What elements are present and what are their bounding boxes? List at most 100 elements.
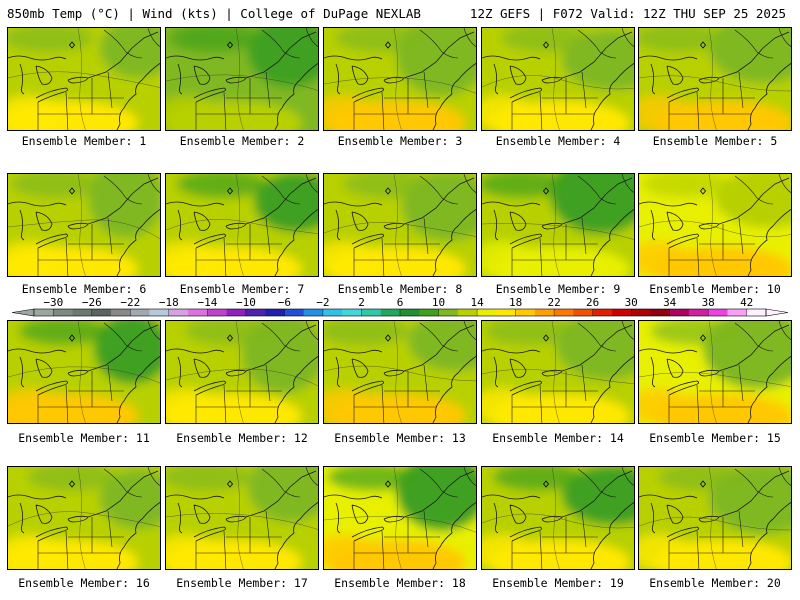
geographic-boundaries [482,467,634,569]
location-marker-icon [68,41,76,49]
colorbar-segment [53,309,73,316]
colorbar-segment [669,309,690,316]
ensemble-member-label: Ensemble Member: 8 [337,282,463,296]
colorbar-segment [727,309,748,316]
location-marker-icon [226,480,234,488]
colorbar-segment [72,309,93,316]
location-marker-icon [542,41,550,49]
colorbar-tick-label: −30 [43,297,63,309]
map-title: 850mb Temp (°C) | Wind (kts) | College o… [7,6,421,21]
location-marker-icon [699,41,707,49]
ensemble-member-map [7,466,161,570]
colorbar-segment [554,309,574,316]
colorbar-segment [438,309,459,316]
colorbar-tick-label: −2 [316,297,329,309]
location-marker-icon [542,480,550,488]
temperature-map [482,174,634,276]
location-marker-icon [699,480,707,488]
colorbar-segment [400,309,420,316]
colorbar-segment [573,309,593,316]
colorbar-tick-label: 6 [397,297,404,309]
ensemble-member-map [165,27,319,131]
colorbar-tick-label: −22 [120,297,140,309]
colorbar-segment [303,309,324,316]
geographic-boundaries [324,28,476,130]
colorbar-segment [342,309,362,316]
colorbar-segment [284,309,304,316]
location-marker-icon [226,334,234,342]
geographic-boundaries [166,28,318,130]
temperature-colorbar: −30 −26 −22 −18 −14 −10 −6 −2 2 6 10 14 18 22 26 30 34 38… [11,297,789,317]
temperature-map [639,28,791,130]
colorbar-segment [631,309,651,316]
geographic-boundaries [482,28,634,130]
colorbar-segment [149,309,170,316]
geographic-boundaries [166,321,318,423]
colorbar-segment [380,309,401,316]
colorbar-segment [168,309,189,316]
temperature-map [324,174,476,276]
location-marker-icon [699,187,707,195]
geographic-boundaries [8,174,160,276]
ensemble-member-map [323,466,477,570]
geographic-boundaries [639,321,791,423]
ensemble-member-map [481,466,635,570]
temperature-map [8,321,160,423]
ensemble-member-label: Ensemble Member: 19 [492,576,624,590]
geographic-boundaries [166,467,318,569]
colorbar-segment [746,309,767,316]
ensemble-member-label: Ensemble Member: 18 [334,576,466,590]
colorbar-tick-label: 14 [470,297,484,309]
temperature-map [482,467,634,569]
colorbar-segment [477,309,497,316]
temperature-map [166,467,318,569]
ensemble-member-label: Ensemble Member: 1 [21,134,147,148]
geographic-boundaries [324,174,476,276]
ensemble-member-label: Ensemble Member: 15 [649,431,781,445]
colorbar-arrow-left [11,308,35,317]
temperature-map [166,321,318,423]
geographic-boundaries [639,174,791,276]
location-marker-icon [226,41,234,49]
colorbar-segment [688,309,709,316]
colorbar-tick-label: −26 [82,297,102,309]
ensemble-member-label: Ensemble Member: 20 [649,576,781,590]
ensemble-member-map [481,173,635,277]
colorbar-segment [361,309,382,316]
location-marker-icon [542,187,550,195]
colorbar-segment [650,309,670,316]
ensemble-member-map [323,27,477,131]
colorbar-tick-label: 38 [702,297,715,309]
colorbar-segment [265,309,285,316]
temperature-map [324,321,476,423]
location-marker-icon [542,334,550,342]
ensemble-member-map [323,173,477,277]
temperature-map [639,321,791,423]
ensemble-member-map [638,466,792,570]
location-marker-icon [699,334,707,342]
colorbar-segment [91,309,112,316]
location-marker-icon [68,187,76,195]
location-marker-icon [384,334,392,342]
colorbar-segment [111,309,131,316]
location-marker-icon [384,480,392,488]
colorbar-tick-label: 10 [432,297,445,309]
ensemble-member-map [638,27,792,131]
temperature-map [324,28,476,130]
colorbar-tick-label: −6 [278,297,291,309]
temperature-map [639,467,791,569]
location-marker-icon [68,334,76,342]
ensemble-member-label: Ensemble Member: 2 [179,134,305,148]
ensemble-member-map [638,320,792,424]
ensemble-member-map [165,466,319,570]
temperature-map [482,321,634,423]
ensemble-member-map [481,320,635,424]
ensemble-member-map [7,320,161,424]
geographic-boundaries [8,28,160,130]
ensemble-member-label: Ensemble Member: 14 [492,431,624,445]
temperature-map [482,28,634,130]
model-run-info: 12Z GEFS | F072 Valid: 12Z THU SEP 25 20… [469,6,786,21]
colorbar-tick-label: 18 [509,297,522,309]
colorbar-tick-label: −14 [197,297,217,309]
geographic-boundaries [324,321,476,423]
